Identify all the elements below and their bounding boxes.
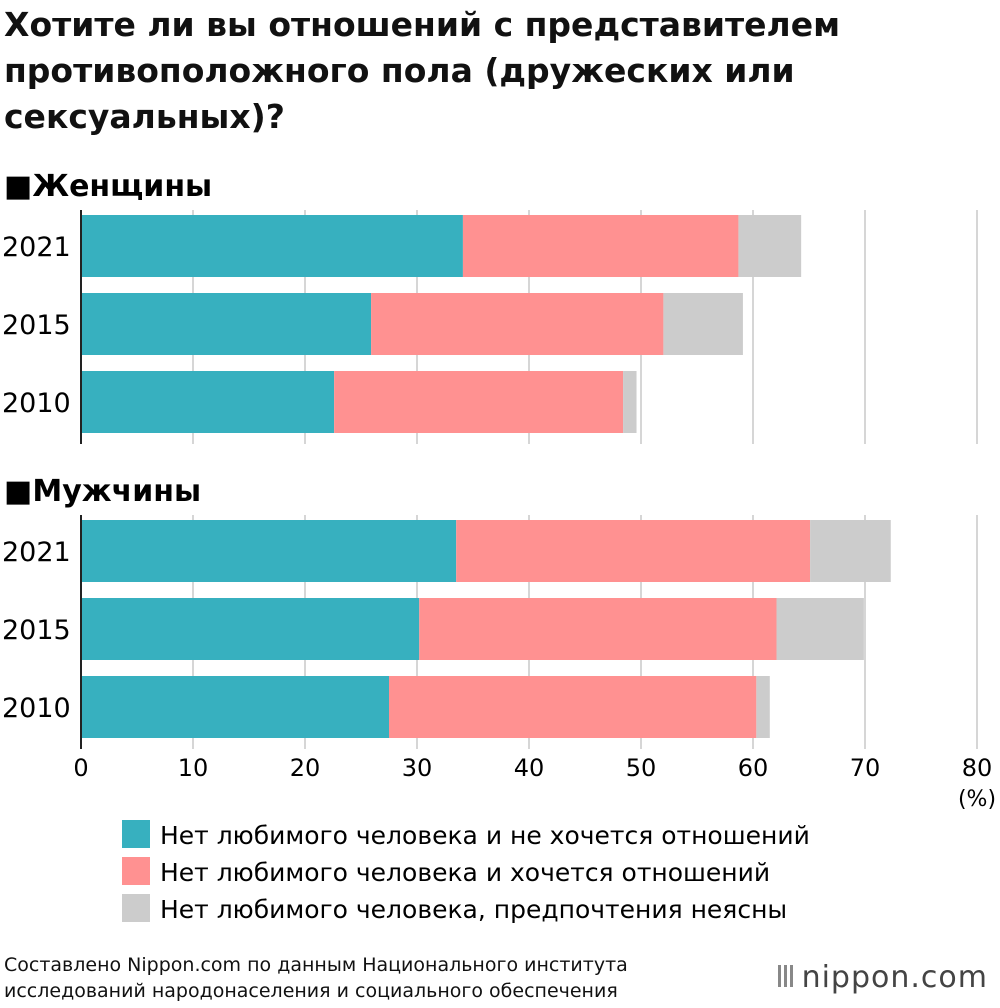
legend-swatch	[122, 857, 150, 885]
bar-segment	[419, 598, 777, 660]
category-label: 2010	[2, 388, 71, 419]
group-heading: ■Мужчины	[4, 474, 201, 509]
legend-swatch	[122, 820, 150, 848]
bar-segment	[389, 676, 757, 738]
tick-label: 20	[290, 754, 321, 782]
logo-icon	[777, 965, 796, 987]
bar-segment	[756, 676, 770, 738]
bar-segment	[81, 598, 420, 660]
tick-label: 60	[738, 754, 769, 782]
bar-segment	[462, 215, 739, 277]
legend-label: Нет любимого человека и не хочется отнош…	[160, 821, 810, 850]
bar-segment	[334, 371, 624, 433]
nippon-logo: nippon.com	[777, 960, 988, 995]
axis-unit-label: (%)	[958, 787, 996, 812]
legend-label: Нет любимого человека, предпочтения неяс…	[160, 895, 787, 924]
bar-segment	[81, 215, 463, 277]
logo-text: nippon.com	[801, 960, 988, 995]
bar-segment	[456, 520, 811, 582]
bar-segment	[663, 293, 743, 355]
tick-label: 0	[73, 754, 88, 782]
group-heading: ■Женщины	[4, 169, 212, 204]
bar-segment	[738, 215, 802, 277]
tick-label: 10	[178, 754, 209, 782]
category-label: 2015	[2, 615, 71, 646]
bar-segment	[81, 676, 389, 738]
bar-segment	[81, 371, 335, 433]
category-label: 2021	[2, 232, 71, 263]
category-label: 2021	[2, 537, 71, 568]
chart-title: Хотите ли вы отношений с представителем …	[4, 5, 841, 136]
legend-label: Нет любимого человека и хочется отношени…	[160, 858, 770, 887]
tick-label: 50	[626, 754, 657, 782]
source-line: исследований народонаселения и социально…	[4, 980, 618, 1002]
bar-segment	[623, 371, 637, 433]
source-note: Составлено Nippon.com по данным Национал…	[4, 952, 628, 1004]
tick-label: 80	[962, 754, 993, 782]
bar-segment	[810, 520, 891, 582]
bar-segment	[81, 293, 372, 355]
source-line: Составлено Nippon.com по данным Национал…	[4, 954, 628, 976]
tick-label: 70	[850, 754, 881, 782]
legend-swatch	[122, 894, 150, 922]
tick-label: 30	[402, 754, 433, 782]
category-label: 2010	[2, 693, 71, 724]
category-label: 2015	[2, 310, 71, 341]
bar-segment	[81, 520, 457, 582]
tick-label: 40	[514, 754, 545, 782]
bar-segment	[776, 598, 864, 660]
bar-segment	[371, 293, 664, 355]
